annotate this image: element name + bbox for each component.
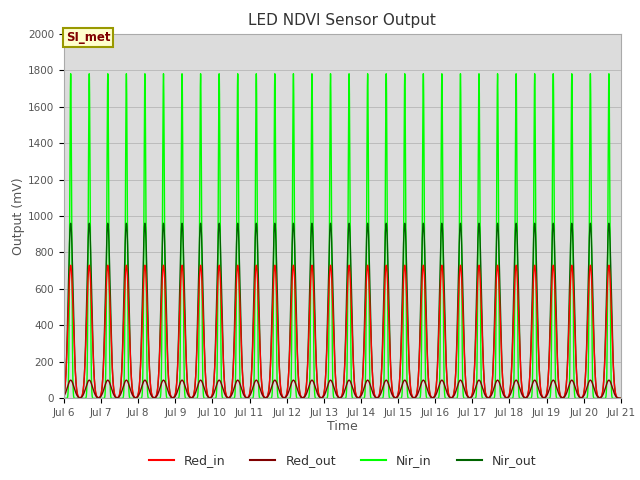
- Nir_in: [78, 396, 86, 401]
- Line: Nir_in: Nir_in: [64, 74, 621, 398]
- Red_in: [60, 391, 68, 396]
- Red_in: [85, 263, 93, 268]
- Legend: Red_in, Red_out, Nir_in, Nir_out: Red_in, Red_out, Nir_in, Nir_out: [143, 449, 541, 472]
- Y-axis label: Output (mV): Output (mV): [12, 177, 25, 255]
- Text: SI_met: SI_met: [66, 31, 110, 44]
- Red_out: [85, 377, 93, 383]
- Title: LED NDVI Sensor Output: LED NDVI Sensor Output: [248, 13, 436, 28]
- Nir_out: [85, 220, 93, 226]
- Nir_out: [194, 311, 202, 317]
- Red_in: [182, 357, 190, 363]
- Nir_in: [617, 396, 625, 401]
- Red_out: [543, 393, 550, 398]
- Red_out: [78, 394, 86, 400]
- Red_in: [543, 390, 550, 396]
- Red_in: [355, 395, 362, 401]
- Nir_in: [355, 396, 362, 401]
- Nir_in: [182, 396, 190, 401]
- Red_out: [60, 393, 68, 399]
- Nir_out: [78, 394, 86, 400]
- Nir_out: [617, 396, 625, 401]
- Nir_out: [543, 391, 550, 397]
- Line: Red_out: Red_out: [64, 380, 621, 398]
- Line: Nir_out: Nir_out: [64, 223, 621, 398]
- Red_out: [617, 396, 625, 401]
- Red_in: [121, 287, 129, 293]
- Nir_out: [355, 396, 362, 401]
- Red_out: [182, 387, 190, 393]
- Nir_in: [194, 393, 202, 399]
- Red_out: [355, 395, 362, 400]
- Red_out: [194, 383, 202, 389]
- Nir_in: [543, 396, 550, 401]
- X-axis label: Time: Time: [327, 420, 358, 432]
- Red_in: [194, 324, 202, 330]
- Nir_in: [121, 331, 129, 337]
- Line: Red_in: Red_in: [64, 265, 621, 398]
- Nir_out: [60, 392, 68, 397]
- Nir_in: [67, 71, 74, 77]
- Nir_in: [60, 396, 68, 401]
- Nir_out: [182, 354, 190, 360]
- Red_out: [121, 379, 129, 385]
- Nir_out: [121, 258, 129, 264]
- Red_in: [617, 396, 625, 401]
- Red_in: [78, 394, 86, 399]
